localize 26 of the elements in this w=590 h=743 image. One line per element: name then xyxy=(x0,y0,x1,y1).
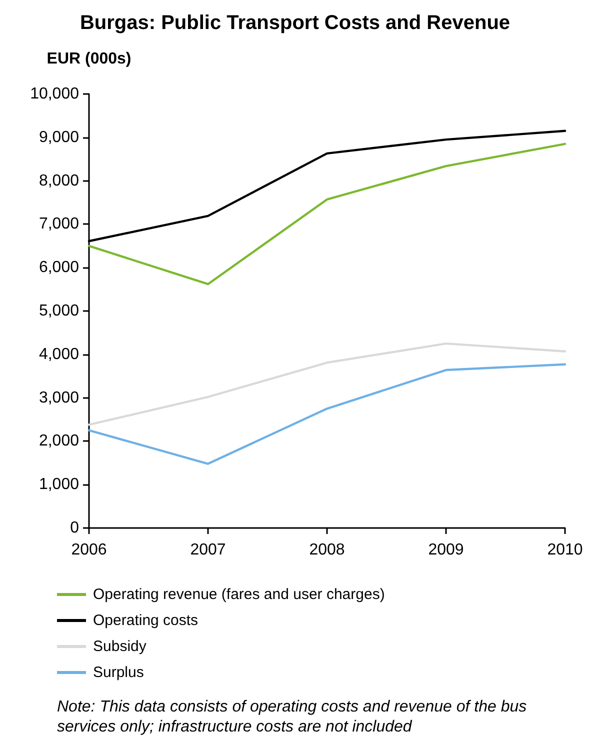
line-series xyxy=(88,342,566,426)
x-tick-label: 2006 xyxy=(71,542,107,558)
y-tick-label: 10,000 xyxy=(30,86,80,102)
y-tick-label: 3,000 xyxy=(38,389,80,406)
y-axis-title: EUR (000s) xyxy=(46,50,132,68)
y-tick-label: 8,000 xyxy=(38,172,80,190)
y-tick-label: 5,000 xyxy=(38,302,80,320)
legend-label: Subsidy xyxy=(93,638,147,655)
y-tick-label: 2,000 xyxy=(38,432,80,450)
x-tick-label: 2007 xyxy=(190,542,226,558)
chart-title: Burgas: Public Transport Costs and Revenue xyxy=(80,12,510,34)
y-tick-label: 6,000 xyxy=(38,259,80,276)
line-series xyxy=(88,363,566,465)
text: Note: This data consists of operating costs and revenue of the bus services only; infrastructure costs are not included xyxy=(57,698,532,736)
x-tick-label: 2009 xyxy=(428,542,464,558)
y-tick-label: 0 xyxy=(70,520,80,536)
legend-label: Operating revenue (fares and user charges) xyxy=(93,586,385,603)
legend-label: Surplus xyxy=(93,664,144,681)
x-tick-label: 2008 xyxy=(309,542,345,558)
y-tick-label: 7,000 xyxy=(38,216,80,233)
y-tick-label: 4,000 xyxy=(38,346,80,363)
legend-label: Operating costs xyxy=(93,612,198,629)
y-tick-label: 1,000 xyxy=(38,476,80,494)
y-tick-label: 9,000 xyxy=(38,128,80,146)
x-tick-label: 2010 xyxy=(547,542,583,558)
line-series xyxy=(88,142,566,286)
